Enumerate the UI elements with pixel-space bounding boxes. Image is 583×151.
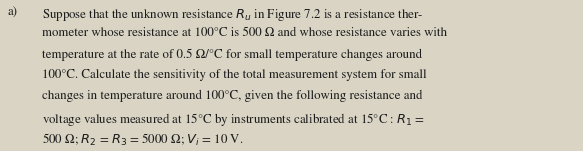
Text: changes in temperature around 100°C, given the following resistance and: changes in temperature around 100°C, giv… — [42, 90, 422, 102]
Text: 500 Ω; $R_2$ = $R_3$ = 5000 Ω; $V_i$ = 10 V.: 500 Ω; $R_2$ = $R_3$ = 5000 Ω; $V_i$ = 1… — [42, 132, 243, 148]
Text: 100°C. Calculate the sensitivity of the total measurement system for small: 100°C. Calculate the sensitivity of the … — [42, 69, 427, 81]
Text: voltage values measured at 15°C by instruments calibrated at 15°C : $R_1$ =: voltage values measured at 15°C by instr… — [42, 111, 425, 128]
Text: a): a) — [8, 7, 17, 19]
Text: Suppose that the unknown resistance $R_u$ in Figure 7.2 is a resistance ther-: Suppose that the unknown resistance $R_u… — [42, 7, 423, 23]
Text: temperature at the rate of 0.5 Ω/°C for small temperature changes around: temperature at the rate of 0.5 Ω/°C for … — [42, 48, 422, 61]
Text: mometer whose resistance at 100°C is 500 Ω and whose resistance varies with: mometer whose resistance at 100°C is 500… — [42, 28, 447, 39]
